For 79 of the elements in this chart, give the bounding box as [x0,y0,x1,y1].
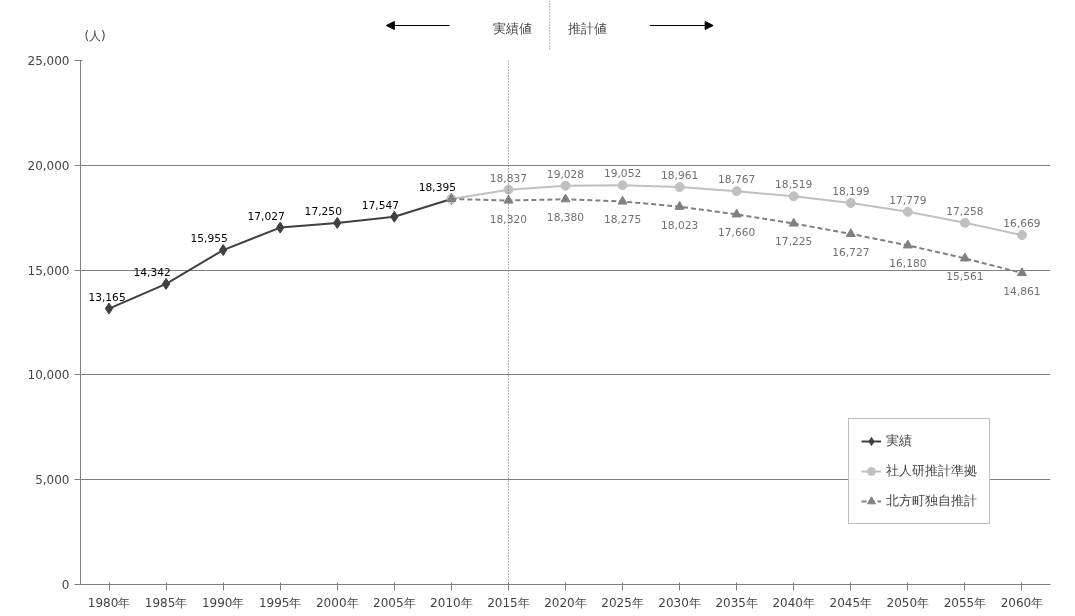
x-tick-label: 2060年 [1000,595,1044,610]
data-label: 17,547 [361,198,399,212]
point [731,208,742,218]
data-label: 14,861 [1003,285,1041,299]
y-tick-label: 5,000 [35,473,70,488]
data-label: 18,519 [775,178,813,192]
data-label: 14,342 [133,265,171,279]
x-tick-label: 2000年 [316,595,359,610]
x-tick-label: 2005年 [373,595,416,610]
data-label: 16,180 [889,257,927,271]
legend-label: 北方町独自推計 [886,492,977,510]
point [845,198,856,209]
point [959,217,970,228]
x-tick-label: 1980年 [87,595,131,610]
y-tick-label: 15,000 [27,263,70,278]
point [788,217,799,227]
data-label: 18,961 [660,169,699,183]
x-tick-label: 2050年 [886,595,930,610]
y-tick-label: 10,000 [27,368,70,383]
data-label: 18,767 [718,173,756,187]
x-tick-label: 2010年 [430,595,473,610]
data-label: 19,052 [603,167,642,181]
data-label: 18,320 [489,212,528,226]
y-tick-label: 25,000 [27,54,70,68]
x-tick-label: 1985年 [144,595,188,610]
point [617,180,628,191]
point [560,180,571,191]
y-axis-title: (人) [84,29,106,43]
x-tick-label: 2035年 [715,595,758,610]
x-tick-label: 2040年 [772,595,816,610]
data-label: 16,727 [832,245,870,259]
data-label: 17,779 [889,193,927,207]
data-label: 15,955 [190,232,228,246]
data-label: 18,395 [418,180,457,194]
data-label: 17,258 [946,204,984,218]
x-tick-label: 2015年 [487,595,530,610]
data-label: 18,380 [546,211,585,225]
point [902,239,913,249]
legend-label: 社人研推計準拠 [886,462,977,480]
point [959,252,970,262]
x-tick-label: 2025年 [601,595,644,610]
text: 推計値 [567,20,607,36]
y-tick-label: 0 [61,578,70,592]
point [503,194,514,204]
point [218,244,228,257]
point [617,195,628,205]
text: 実績値 [492,20,532,36]
point [104,302,114,315]
x-tick-label: 2030年 [658,595,701,610]
point [902,206,913,217]
data-label: 16,669 [1003,217,1041,231]
point [1016,230,1027,241]
data-label: 17,660 [718,226,756,240]
x-tick-label: 2020年 [544,595,587,610]
point [674,182,685,193]
data-label: 17,225 [775,235,813,249]
data-label: 13,165 [88,290,126,304]
point [731,186,742,197]
point [845,228,856,237]
point [560,193,571,203]
point [788,191,799,202]
x-tick-label: 2055年 [943,595,987,610]
x-tick-label: 1990年 [201,595,245,610]
legend-label: 実績 [886,432,912,450]
y-tick-label: 20,000 [27,158,70,173]
data-label: 17,027 [247,209,285,223]
data-label: 15,561 [946,270,984,284]
data-label: 18,199 [832,185,870,199]
data-label: 19,028 [546,167,585,181]
x-tick-label: 1995年 [258,595,302,610]
data-label: 17,250 [304,204,343,218]
data-label: 18,023 [660,218,699,232]
data-label: 18,837 [489,171,528,185]
point [674,201,685,210]
point [503,184,514,195]
x-tick-label: 2045年 [829,595,873,610]
data-label: 18,275 [603,213,642,227]
point [161,277,171,290]
point [1016,267,1027,277]
